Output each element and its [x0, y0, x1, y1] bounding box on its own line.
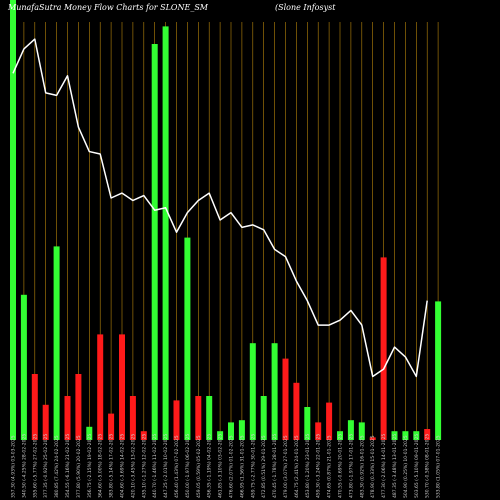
x-tick-label: 340.50 (-4.25%) 28-02-2025 — [21, 434, 27, 498]
x-tick-label: 479.00 (3.07%) 27-01-2025 — [283, 435, 289, 498]
x-tick-label: 435.10 (-1.27%) 12-02-2025 — [141, 434, 147, 498]
bar — [380, 257, 387, 440]
x-tick-label: 459.30 (-3.24%) 22-01-2025 — [316, 434, 322, 498]
bar — [206, 396, 213, 440]
bar — [271, 343, 278, 440]
bar — [42, 404, 49, 440]
x-tick-label: 364.60 (-5.00%) 18-02-2025 — [98, 434, 104, 498]
bar — [162, 26, 169, 441]
x-tick-label: 483.30 (0.92%) 16-01-2025 — [359, 435, 365, 498]
x-tick-label: 533.80 (1.05%) 07-01-2025 — [436, 435, 442, 498]
bar — [75, 374, 82, 440]
x-tick-labels: 357.30 (4.93%) 03-03-2025 340.50 (-4.25%)… — [11, 434, 442, 498]
x-tick-label: 530.70 (-0.58%) 08-01-2025 — [425, 434, 431, 498]
x-tick-label: 472.85 (0.51%) 29-01-2025 — [261, 435, 267, 498]
x-tick-label: 464.75 (2.41%) 24-01-2025 — [294, 435, 300, 498]
bar — [282, 358, 289, 440]
bar — [424, 429, 431, 440]
bar — [260, 396, 267, 440]
bar — [413, 431, 420, 440]
x-tick-label: 477.30 (-2.06%) 14-01-2025 — [381, 434, 387, 498]
bar — [304, 407, 311, 440]
bar — [228, 422, 234, 440]
x-tick-label: 461.85 (-3.10%) 03-02-2025 — [218, 434, 224, 498]
bar — [249, 343, 256, 440]
bar — [238, 420, 245, 440]
x-tick-label: 503.65 (-5.10%) 09-01-2025 — [414, 434, 420, 498]
x-tick-label: 447.25 (-2.01%) 10-02-2025 — [163, 434, 169, 498]
x-tick-label: 459.75 (-2.77%) 30-01-2025 — [250, 434, 256, 498]
bar — [435, 301, 442, 440]
bar — [369, 437, 376, 440]
bar — [402, 431, 409, 440]
bar — [391, 431, 398, 440]
x-tick-label: 450.00 (-1.97%) 06-02-2025 — [185, 434, 191, 498]
x-tick-label: 383.80 (-5.14%) 17-02-2025 — [109, 434, 115, 498]
bar — [140, 431, 147, 440]
chart-title: MunafaSutra Money Flow Charts for SLONE_… — [7, 3, 209, 12]
x-tick-label: 404.60 (-3.69%) 14-02-2025 — [120, 434, 126, 498]
bar — [184, 237, 191, 440]
x-tick-label: 456.40 (1.43%) 07-02-2025 — [174, 435, 180, 498]
x-tick-label: 470.45 (-1.78%) 28-01-2025 — [272, 434, 278, 498]
bar — [347, 420, 354, 440]
x-tick-label: 355.60 (-5.77%) 27-02-2025 — [32, 434, 38, 498]
x-tick-label: 476.60 (2.07%) 01-02-2025 — [229, 435, 235, 498]
bar — [53, 246, 60, 440]
x-tick-label: 487.35 (-3.48%) 13-01-2025 — [392, 434, 398, 498]
x-tick-label: 470.55 (-0.69%) 20-01-2025 — [338, 434, 344, 498]
x-tick-label: 377.80 (5.90%) 20-02-2025 — [76, 435, 82, 498]
x-tick-label: 456.35 (-1.19%) 04-02-2025 — [207, 434, 213, 498]
bar — [64, 396, 71, 440]
x-tick-label: 466.95 (1.56%) 31-01-2025 — [239, 435, 245, 498]
bar — [10, 0, 16, 440]
bar — [293, 382, 300, 440]
x-tick-label: 356.75 (-2.15%) 19-02-2025 — [87, 434, 93, 498]
x-tick-label: 504.90 (0.25%) 10-01-2025 — [403, 435, 409, 498]
x-tick-label: 440.70 (-1.46%) 11-02-2025 — [152, 434, 158, 498]
bar — [358, 422, 365, 440]
bar — [151, 44, 158, 440]
x-tick-label: 473.80 (-1.97%) 17-01-2025 — [348, 434, 354, 498]
price-line — [12, 38, 428, 378]
bar — [129, 396, 136, 440]
x-tick-label: 478.90 (0.33%) 15-01-2025 — [370, 435, 376, 498]
x-tick-label: 357.30 (4.93%) 03-03-2025 — [11, 435, 17, 498]
bar — [119, 334, 125, 440]
bar — [31, 374, 38, 440]
bar — [195, 396, 202, 440]
bar — [173, 400, 180, 440]
x-tick-label: 377.35 (-0.92%) 25-02-2025 — [43, 434, 49, 498]
x-tick-label: 459.05 (0.59%) 05-02-2025 — [196, 435, 202, 498]
x-tick-label: 420.10 (-3.45%) 13-02-2025 — [130, 434, 136, 498]
bar — [108, 413, 115, 440]
bar-series — [10, 0, 442, 441]
bar — [20, 294, 27, 440]
bar — [326, 402, 333, 440]
chart-subtitle: (Slone Infosyst — [275, 3, 336, 12]
bar — [337, 431, 343, 440]
bar — [86, 426, 93, 440]
x-tick-label: 354.55 (-6.16%) 21-02-2025 — [65, 434, 71, 498]
bar — [315, 422, 322, 440]
x-tick-label: 474.65 (0.87%) 21-01-2025 — [327, 435, 333, 498]
bar — [97, 334, 104, 440]
x-tick-label: 453.80 (-1.20%) 23-01-2025 — [305, 434, 311, 498]
x-tick-label: 380.85 (7.42%) 24-02-2025 — [54, 435, 60, 498]
bar — [217, 431, 224, 440]
